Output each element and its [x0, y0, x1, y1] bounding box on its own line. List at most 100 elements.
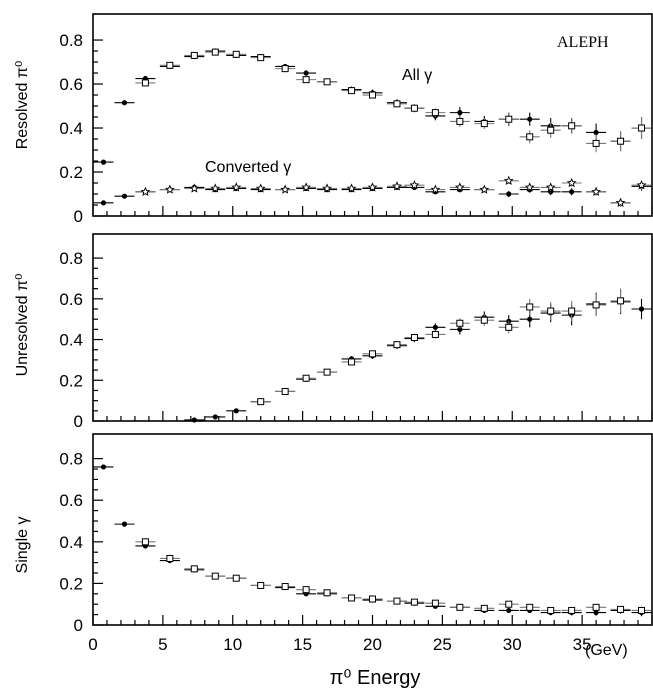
data-point: [281, 583, 289, 591]
panel-resolved-yticks: 0 0.2 0.4 0.6 0.8: [59, 31, 103, 226]
data-point: [166, 61, 174, 69]
data-point: [526, 603, 534, 611]
data-point: [303, 70, 309, 76]
data-point: [121, 100, 128, 106]
data-point: [346, 183, 357, 193]
data-point: [457, 326, 463, 332]
data-point: [505, 323, 513, 331]
data-point: [456, 603, 464, 611]
data-point: [526, 303, 534, 311]
data-point: [257, 54, 265, 62]
data-point: [231, 182, 242, 192]
data-point: [592, 301, 600, 309]
y-tick-label: 0.8: [59, 249, 83, 268]
x-tick-label: 20: [363, 635, 382, 654]
data-point: [568, 122, 576, 130]
series-filled-circle: [184, 289, 652, 423]
data-point: [302, 374, 310, 382]
data-point: [617, 297, 625, 305]
data-point: [348, 594, 356, 602]
plot-frame: [92, 233, 653, 422]
panel-resolved-marks: [93, 48, 652, 207]
data-point: [506, 191, 512, 197]
data-point: [431, 109, 439, 117]
x-axis-label: π⁰ Energy: [330, 667, 421, 689]
data-point: [369, 595, 376, 603]
y-tick-label: 0.8: [59, 31, 83, 50]
data-point: [615, 197, 626, 207]
data-point: [140, 186, 151, 196]
panel-unresolved-yticks: 0 0.2 0.4 0.6 0.8: [59, 249, 103, 431]
data-point: [409, 180, 420, 190]
data-point: [280, 184, 291, 194]
x-tick-label: 0: [88, 635, 97, 654]
data-point: [506, 607, 512, 614]
data-point: [638, 606, 646, 614]
y-tick-label: 0.6: [59, 491, 83, 510]
panel-single-ylabel: Single γ: [14, 517, 31, 574]
panel-unresolved-marks: [184, 288, 652, 423]
y-tick-label: 0.2: [59, 163, 83, 182]
data-point: [211, 572, 219, 580]
data-point: [348, 87, 356, 95]
data-point: [323, 78, 331, 86]
data-point: [457, 110, 463, 116]
data-point: [257, 581, 265, 589]
data-point: [121, 193, 128, 199]
data-point: [255, 183, 266, 193]
y-tick-label: 0.4: [59, 533, 83, 552]
data-point: [232, 50, 240, 58]
y-tick-label: 0: [74, 412, 83, 431]
data-point: [232, 574, 240, 582]
panel-resolved: 0 0.2 0.4 0.6 0.8 Resolved π⁰ ALEPH All γ Co…: [14, 13, 653, 226]
data-point: [348, 358, 356, 366]
panel-resolved-ylabel: Resolved π⁰: [14, 61, 31, 150]
data-point: [636, 180, 647, 190]
data-point: [503, 175, 514, 185]
data-point: [454, 182, 465, 192]
data-point: [505, 600, 513, 608]
data-point: [410, 104, 418, 112]
data-point: [211, 48, 219, 56]
data-point: [432, 324, 438, 330]
data-point: [480, 604, 488, 612]
data-point: [410, 598, 418, 606]
data-point: [191, 417, 197, 423]
experiment-label: ALEPH: [557, 34, 609, 51]
data-point: [100, 464, 107, 470]
data-point: [480, 120, 488, 128]
panel-single-marks: [93, 464, 652, 617]
x-tick-label: 30: [503, 635, 522, 654]
x-axis-unit: (GeV): [585, 642, 628, 659]
data-point: [527, 116, 533, 122]
data-point: [212, 414, 218, 420]
data-point: [479, 184, 490, 194]
data-point: [527, 316, 533, 322]
all-gamma-label: All γ: [402, 67, 432, 84]
data-point: [547, 307, 555, 315]
y-tick-label: 0: [74, 207, 83, 226]
x-tick-label: 10: [223, 635, 242, 654]
data-point: [568, 606, 576, 614]
x-tick-label: 15: [293, 635, 312, 654]
data-point: [302, 586, 310, 594]
data-point: [547, 606, 555, 614]
data-point: [430, 184, 441, 194]
y-tick-label: 0.8: [59, 450, 83, 469]
x-tick-label: 5: [158, 635, 167, 654]
data-point: [526, 133, 534, 141]
data-point: [431, 599, 439, 607]
data-point: [505, 115, 513, 123]
converted-gamma-label: Converted γ: [205, 159, 291, 176]
y-tick-label: 0.4: [59, 119, 83, 138]
data-point: [392, 181, 402, 191]
data-point: [569, 189, 575, 195]
data-point: [281, 387, 289, 395]
data-point: [592, 603, 600, 611]
data-point: [323, 589, 331, 597]
y-tick-label: 0.6: [59, 75, 83, 94]
x-tick-label: 35: [573, 635, 592, 654]
y-tick-label: 0.6: [59, 290, 83, 309]
series-filled-circle: [93, 464, 652, 617]
